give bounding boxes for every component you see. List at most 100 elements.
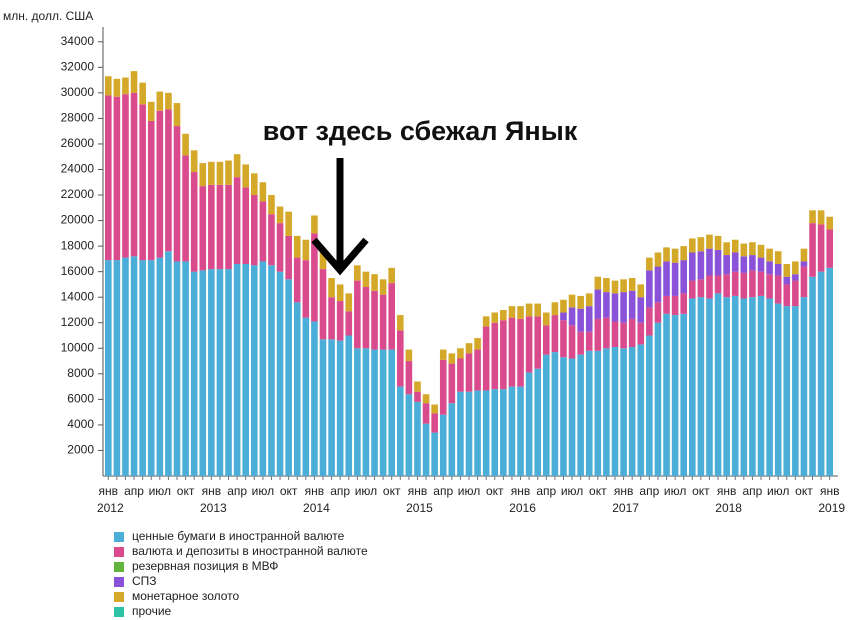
x-tick-label: апр [742,484,762,498]
legend-label: ценные бумаги в иностранной валюте [132,529,345,543]
bar-segment [757,271,765,296]
bar-segment [208,269,215,476]
bar-segment [190,271,198,476]
bar-segment [379,294,387,350]
bar-segment [646,335,653,476]
bar-segment [345,311,353,336]
legend-swatch [114,532,124,542]
x-tick-label: янв [305,484,325,498]
bar-segment [165,92,172,110]
bar-segment [534,316,542,369]
bar-segment [439,414,447,476]
x-tick-label: янв [99,484,119,498]
bar-segment [439,359,447,415]
y-tick-label: 28000 [61,111,95,125]
bar-segment [414,381,421,392]
bar-segment [628,318,636,348]
bar-segment [706,234,713,249]
bar-segment [156,110,164,258]
bar-segment [371,274,378,291]
bar-segment [697,279,705,298]
x-tick-label: янв [511,484,531,498]
bar-segment [371,349,378,476]
bar-segment [706,275,713,299]
bar-segment [663,247,670,262]
y-tick-label: 22000 [61,187,95,201]
bar-segment [714,275,722,294]
bar-segment [663,261,670,296]
bar-segment [628,347,636,476]
x-tick-label: июл [767,484,789,498]
bar-segment [225,160,232,185]
bar-segment [577,354,584,476]
legend-label: резервная позиция в МВФ [132,559,278,573]
bar-segment [422,423,430,476]
bar-segment [671,248,679,263]
bar-segment [182,261,189,476]
bar-segment [723,242,730,256]
bar-segment [585,331,593,351]
bar-segment [139,260,146,476]
bar-segment [560,299,567,313]
bar-segment [233,263,241,476]
bar-segment [130,92,138,257]
bar-segment [568,325,576,359]
bar-segment [740,243,748,257]
x-tick-label: апр [124,484,144,498]
legend-label: прочие [132,604,172,618]
bar-segment [817,210,825,225]
bar-segment [182,133,189,156]
bar-segment [774,275,782,304]
bar-segment [603,292,610,318]
bar-segment [594,318,602,351]
bar-segment [242,263,250,476]
y-tick-label: 16000 [61,264,95,278]
bar-segment [551,315,559,353]
bar-segment [697,237,705,252]
bar-segment [723,274,730,298]
bar-segment [354,348,361,476]
bar-segment [585,306,593,332]
y-tick-label: 32000 [61,59,95,73]
bar-segment [104,76,112,96]
bar-segment [594,289,602,319]
bar-segment [792,261,799,275]
bar-segment [680,260,688,294]
bar-segment [585,350,593,476]
bar-segment [594,276,602,290]
bar-segment [242,164,250,188]
bar-segment [457,348,464,359]
bar-segment [688,252,696,281]
bar-segment [311,215,318,234]
bar-segment [534,303,542,317]
bar-segment [826,229,834,268]
bar-segment [577,331,584,355]
x-year-label: 2012 [97,501,124,515]
bar-segment [706,248,713,276]
bar-segment [731,239,739,253]
bar-segment [637,284,645,298]
bar-segment [345,335,353,476]
x-tick-label: окт [589,484,607,498]
bar-segment [285,279,292,476]
bar-segment [422,403,430,424]
bar-segment [603,348,610,476]
bar-segment [336,301,344,341]
x-tick-label: окт [383,484,401,498]
bar-segment [233,154,241,178]
bar-segment [826,267,834,476]
y-tick-label: 34000 [61,34,95,48]
bar-segment [457,391,464,476]
bar-segment [147,101,155,121]
bar-segment [671,262,679,296]
bar-segment [328,297,335,340]
bar-segment [577,308,584,332]
annotation: вот здесь сбежал Янык [263,116,578,146]
bar-segment [792,306,799,476]
bar-segment [405,394,413,476]
bar-segment [628,278,636,291]
legend-label: валюта и депозиты в иностранной валюте [132,544,368,558]
bar-segment [671,295,679,316]
legend-swatch [114,562,124,572]
y-tick-label: 2000 [67,443,94,457]
